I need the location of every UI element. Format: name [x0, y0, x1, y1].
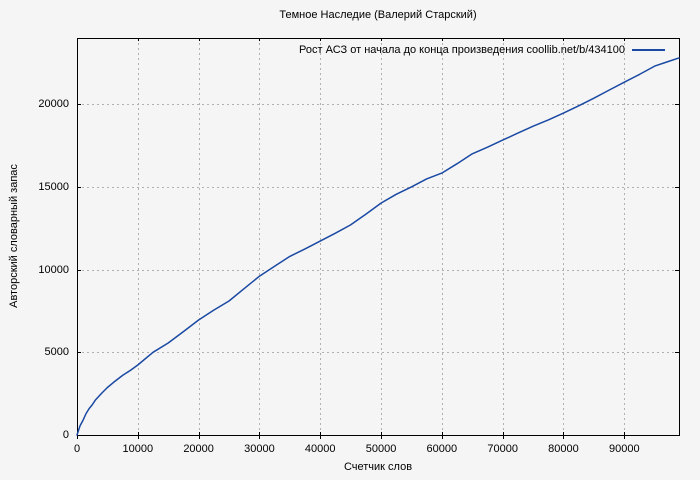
x-tick-label: 50000: [365, 443, 397, 455]
x-tick-label: 80000: [548, 443, 579, 455]
legend: Рост АСЗ от начала до конца произведения…: [299, 43, 665, 56]
x-tick-label: 70000: [487, 443, 518, 455]
legend-label: Рост АСЗ от начала до конца произведения…: [299, 43, 625, 56]
y-tick-label: 10000: [38, 263, 69, 276]
y-tick-label: 15000: [38, 180, 69, 193]
x-tick-label: 40000: [304, 443, 336, 455]
series-line: [76, 57, 680, 436]
x-tick-label: 20000: [183, 443, 214, 455]
y-axis-label: Авторский словарный запас: [8, 164, 20, 308]
x-tick-label: 30000: [244, 443, 275, 455]
x-tick-label: 10000: [122, 443, 154, 455]
chart-title: Темное Наследие (Валерий Старский): [279, 9, 477, 21]
y-tick-label: 0: [62, 429, 69, 441]
x-tick-label: 90000: [608, 443, 640, 455]
x-tick-label: 0: [73, 443, 81, 455]
plot-border: [77, 38, 680, 436]
y-tick-label: 20000: [38, 98, 69, 111]
legend-line-sample: [632, 48, 665, 51]
y-tick-label: 5000: [44, 346, 69, 359]
x-axis-label: Счетчик слов: [343, 461, 413, 473]
x-tick-label: 60000: [426, 443, 458, 455]
